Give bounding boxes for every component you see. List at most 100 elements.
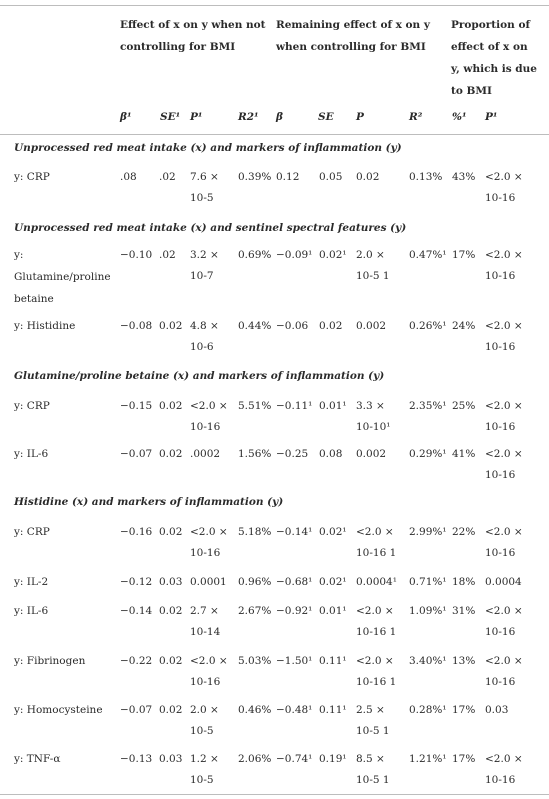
cell-c3: 10-5: [190, 774, 214, 786]
cell-c9: 17%: [452, 753, 476, 765]
cell-c10: 10-16: [485, 626, 516, 638]
cell-c1: −0.12: [120, 576, 153, 588]
cell-c1: −0.22: [120, 655, 153, 667]
column-header-p2: P¹: [485, 111, 498, 123]
column-header-beta1: β¹: [120, 111, 132, 123]
column-header-p: P: [356, 111, 364, 123]
cell-c8: 1.09%¹: [409, 605, 447, 617]
cell-c1: −0.13: [120, 753, 153, 765]
cell-c1: −0.14: [120, 605, 153, 617]
cell-c2: 0.02: [159, 655, 183, 667]
cell-c10: <2.0 ×: [485, 605, 523, 617]
header-group3-line: effect of x on: [451, 41, 528, 53]
cell-c2: 0.02: [159, 320, 183, 332]
cell-c3: <2.0 ×: [190, 400, 228, 412]
cell-c7: 10-5 1: [356, 774, 390, 786]
row-label: y: Histidine: [14, 320, 76, 332]
row-label: y: TNF-α: [14, 753, 61, 765]
cell-c4: 2.67%: [238, 605, 272, 617]
section-title: Unprocessed red meat intake (x) and mark…: [14, 142, 402, 154]
cell-c4: 0.96%: [238, 576, 272, 588]
cell-c7: 0.002: [356, 448, 387, 460]
cell-c3: 1.2 ×: [190, 753, 219, 765]
row-label: y: IL-6: [14, 605, 49, 617]
cell-c5: −0.09¹: [276, 249, 313, 261]
cell-c10: 10-16: [485, 421, 516, 433]
cell-c5: −0.92¹: [276, 605, 313, 617]
row-label: y: IL-2: [14, 576, 49, 588]
cell-c6: 0.19¹: [319, 753, 347, 765]
cell-c3: 10-7: [190, 270, 214, 282]
cell-c2: 0.03: [159, 576, 183, 588]
column-header-se1: SE¹: [160, 111, 181, 123]
cell-c3: 4.8 ×: [190, 320, 219, 332]
cell-c6: 0.05: [319, 171, 343, 183]
cell-c9: 18%: [452, 576, 476, 588]
cell-c2: .02: [159, 249, 176, 261]
cell-c4: 5.03%: [238, 655, 272, 667]
cell-c3: 2.0 ×: [190, 704, 219, 716]
cell-c3: <2.0 ×: [190, 526, 228, 538]
cell-c4: 0.46%: [238, 704, 272, 716]
cell-c6: 0.01¹: [319, 605, 347, 617]
cell-c6: 0.08: [319, 448, 343, 460]
cell-c6: 0.02: [319, 320, 343, 332]
cell-c7: 0.002: [356, 320, 387, 332]
cell-c1: .08: [120, 171, 137, 183]
cell-c2: .02: [159, 171, 176, 183]
cell-c10: <2.0 ×: [485, 448, 523, 460]
cell-c3: 10-5: [190, 725, 214, 737]
header-group1-line: controlling for BMI: [120, 41, 236, 53]
cell-c2: 0.03: [159, 753, 183, 765]
cell-c4: 5.18%: [238, 526, 272, 538]
cell-c6: 0.02¹: [319, 526, 347, 538]
cell-c4: 5.51%: [238, 400, 272, 412]
row-label: y: CRP: [14, 526, 50, 538]
cell-c9: 17%: [452, 704, 476, 716]
cell-c3: 10-6: [190, 341, 214, 353]
cell-c6: 0.11¹: [319, 655, 347, 667]
cell-c3: 0.0001: [190, 576, 227, 588]
cell-c2: 0.02: [159, 400, 183, 412]
cell-c9: 41%: [452, 448, 476, 460]
cell-c8: 0.28%¹: [409, 704, 447, 716]
row-label: y: Fibrinogen: [14, 655, 86, 667]
cell-c7: 10-10¹: [356, 421, 391, 433]
cell-c4: 0.39%: [238, 171, 272, 183]
cell-c7: <2.0 ×: [356, 655, 394, 667]
cell-c9: 24%: [452, 320, 476, 332]
header-group3-line: to BMI: [451, 85, 492, 97]
header-group3-line: y, which is due: [451, 63, 537, 75]
cell-c10: 10-16: [485, 192, 516, 204]
cell-c1: −0.07: [120, 448, 153, 460]
cell-c7: 2.0 ×: [356, 249, 385, 261]
header-group3-line: Proportion of: [451, 19, 530, 31]
cell-c10: <2.0 ×: [485, 400, 523, 412]
cell-c10: <2.0 ×: [485, 171, 523, 183]
cell-c6: 0.02¹: [319, 576, 347, 588]
cell-c3: 10-16: [190, 547, 221, 559]
cell-c10: 0.03: [485, 704, 509, 716]
cell-c5: −0.14¹: [276, 526, 313, 538]
cell-c10: <2.0 ×: [485, 753, 523, 765]
cell-c9: 22%: [452, 526, 476, 538]
cell-c7: 10-16 1: [356, 626, 397, 638]
header-group2-line: Remaining effect of x on y: [276, 19, 430, 31]
row-label: y: IL-6: [14, 448, 49, 460]
cell-c2: 0.02: [159, 448, 183, 460]
cell-c7: 10-5 1: [356, 725, 390, 737]
cell-c3: 10-16: [190, 676, 221, 688]
cell-c7: 0.0004¹: [356, 576, 397, 588]
row-label: y: CRP: [14, 400, 50, 412]
cell-c10: 10-16: [485, 341, 516, 353]
cell-c2: 0.02: [159, 526, 183, 538]
cell-c9: 25%: [452, 400, 476, 412]
cell-c1: −0.10: [120, 249, 153, 261]
cell-c1: −0.15: [120, 400, 153, 412]
row-label: Glutamine/proline: [14, 271, 111, 283]
cell-c10: <2.0 ×: [485, 526, 523, 538]
cell-c7: 10-16 1: [356, 547, 397, 559]
cell-c10: 0.0004: [485, 576, 522, 588]
cell-c4: 2.06%: [238, 753, 272, 765]
column-header-r2: R²: [409, 111, 423, 123]
